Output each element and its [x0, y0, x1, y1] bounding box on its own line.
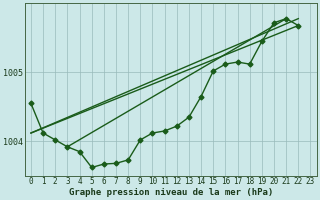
X-axis label: Graphe pression niveau de la mer (hPa): Graphe pression niveau de la mer (hPa) — [68, 188, 273, 197]
